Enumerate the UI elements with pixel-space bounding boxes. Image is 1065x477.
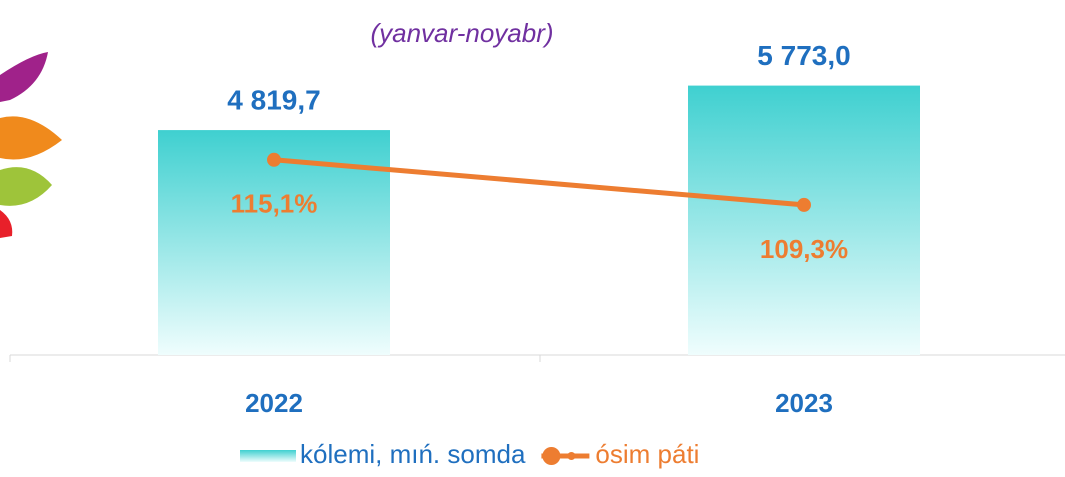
bar-value-label: 5 773,0 [757, 40, 850, 71]
legend-label: ósim páti [595, 439, 699, 469]
bar-value-label: 4 819,7 [227, 84, 320, 115]
bar [688, 85, 920, 356]
line-value-label: 109,3% [760, 234, 848, 264]
line-point [267, 152, 281, 167]
legend-swatch [567, 452, 576, 460]
legend-swatch [542, 447, 561, 465]
line-point [797, 197, 811, 212]
x-tick-label: 2022 [245, 388, 303, 418]
legend-swatch [240, 450, 296, 462]
chart-subtitle: (yanvar-noyabr) [370, 18, 553, 48]
legend-label: kólemi, mıń. somda [300, 439, 526, 469]
x-tick-label: 2023 [775, 388, 833, 418]
line-value-label: 115,1% [231, 189, 318, 219]
line [273, 157, 805, 208]
decor-petals [0, 52, 62, 238]
